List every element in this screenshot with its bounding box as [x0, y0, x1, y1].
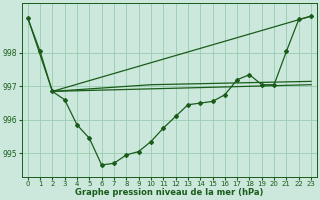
X-axis label: Graphe pression niveau de la mer (hPa): Graphe pression niveau de la mer (hPa) [75, 188, 264, 197]
